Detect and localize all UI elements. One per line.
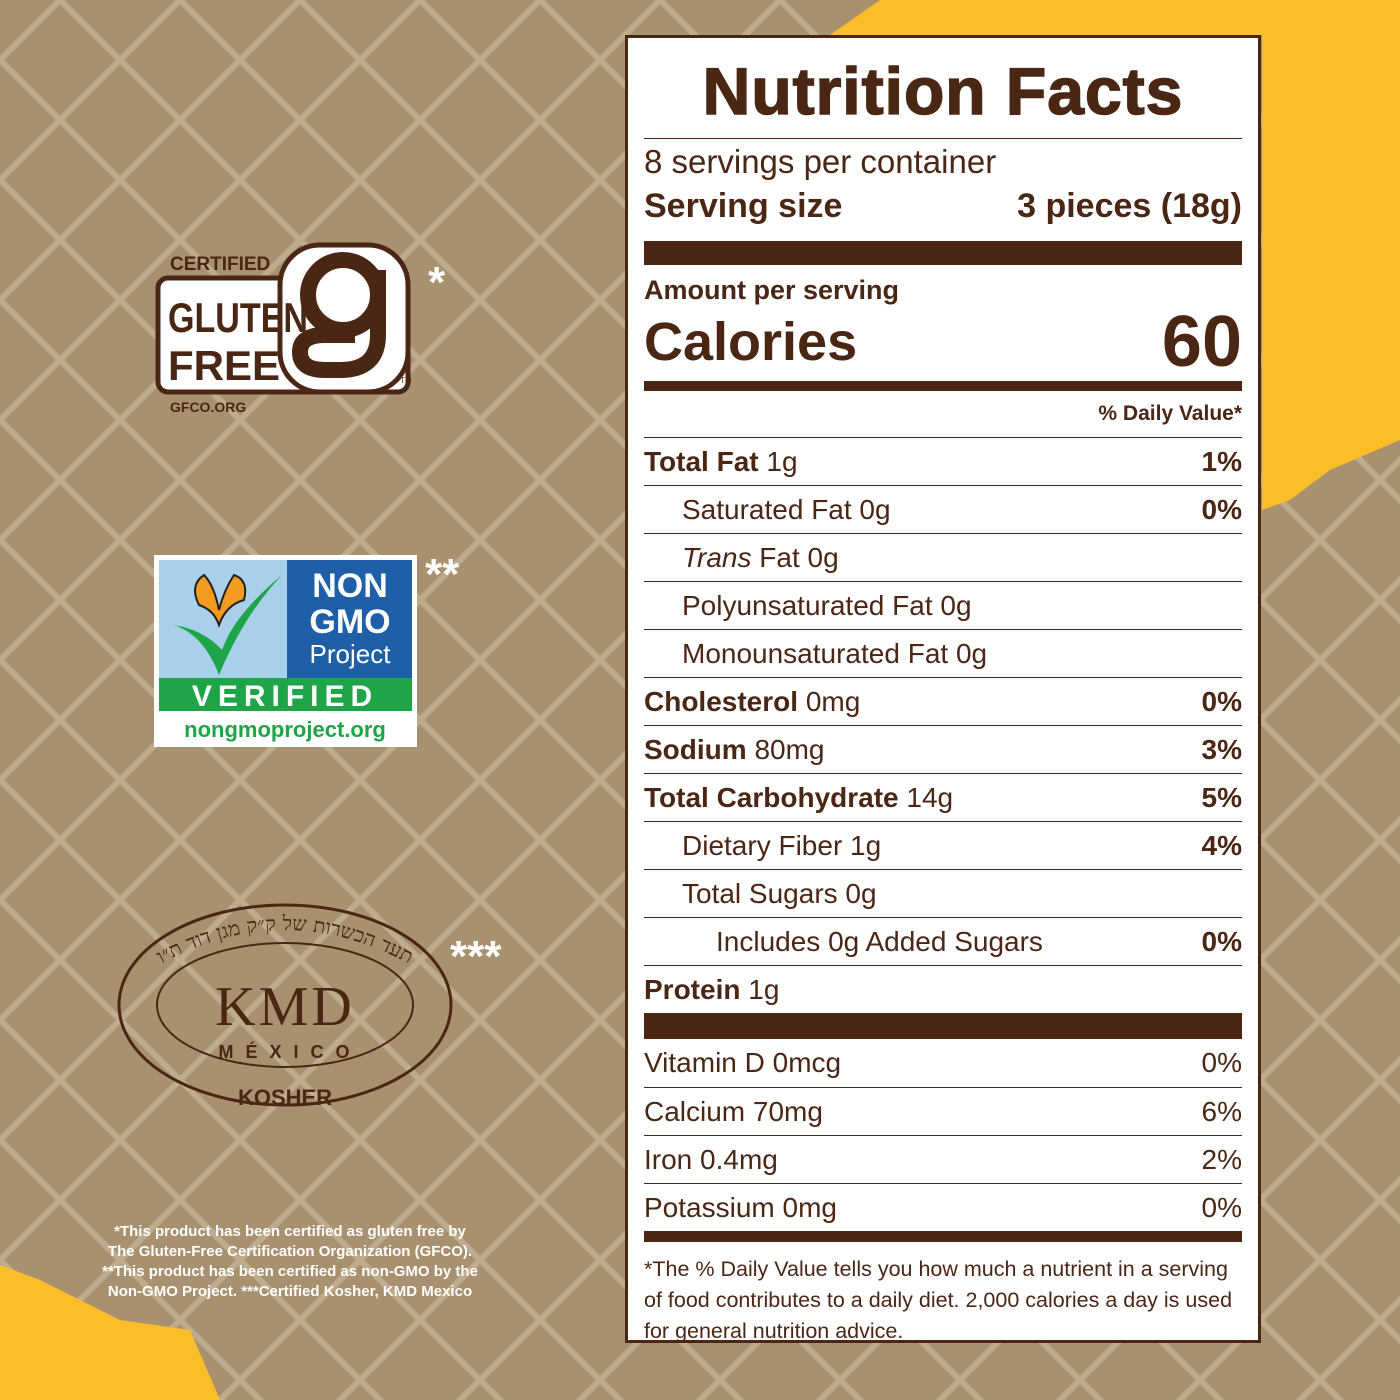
non-gmo-logo: NON GMO Project VERIFIED nongmoproject.o… xyxy=(154,555,417,747)
nutrient-name: Total Carbohydrate 14g xyxy=(644,781,954,813)
nutrient-name: Trans Fat 0g xyxy=(682,541,839,573)
svg-text:GMO: GMO xyxy=(309,603,390,641)
nutrient-name: Protein 1g xyxy=(644,973,780,1005)
svg-text:nongmoproject.org: nongmoproject.org xyxy=(184,717,386,742)
vitamin-name: Potassium 0mg xyxy=(644,1191,837,1223)
nutrient-row: Total Sugars 0g xyxy=(644,869,1242,917)
svg-text:NON: NON xyxy=(312,567,388,605)
svg-text:תעד הכשרות של ק״ק מגן דוד ת״ו: תעד הכשרות של ק״ק מגן דוד ת״ו xyxy=(152,911,417,968)
nutrient-row: Saturated Fat 0g 0% xyxy=(644,485,1242,533)
svg-text:GLUTEN: GLUTEN xyxy=(168,294,308,341)
daily-value: 0% xyxy=(1201,685,1242,717)
daily-value: 2% xyxy=(1201,1143,1242,1175)
daily-value: 5% xyxy=(1201,781,1242,813)
svg-text:Project: Project xyxy=(310,639,392,669)
vitamin-row: Calcium 70mg 6% xyxy=(644,1087,1242,1135)
nutrient-row: Total Fat 1g 1% xyxy=(644,437,1242,485)
vitamin-name: Calcium 70mg xyxy=(644,1095,823,1127)
nutrient-row: Sodium 80mg 3% xyxy=(644,725,1242,773)
daily-value: 0% xyxy=(1201,1047,1242,1078)
daily-value: 6% xyxy=(1201,1095,1242,1127)
gluten-asterisk: * xyxy=(428,258,446,307)
amount-per-serving: Amount per serving xyxy=(644,275,900,305)
daily-value: 0% xyxy=(1201,493,1242,525)
nutrient-name: Saturated Fat 0g xyxy=(682,493,891,525)
servings-per-container: 8 servings per container xyxy=(644,143,997,180)
daily-value: 4% xyxy=(1201,829,1242,861)
gmo-asterisk: ** xyxy=(425,550,460,599)
nutrient-name: Includes 0g Added Sugars xyxy=(716,925,1043,957)
vitamin-name: Iron 0.4mg xyxy=(644,1143,778,1175)
nutrient-row: Includes 0g Added Sugars 0% xyxy=(644,917,1242,965)
nutrient-row: Dietary Fiber 1g 4% xyxy=(644,821,1242,869)
label-title: Nutrition Facts xyxy=(702,53,1184,129)
nutrient-name: Dietary Fiber 1g xyxy=(682,829,882,861)
serving-size: Serving size 3 pieces (18g) xyxy=(644,187,1242,225)
vitamin-name: Vitamin D 0mcg xyxy=(644,1047,842,1078)
daily-value: 3% xyxy=(1201,733,1242,765)
svg-text:KMD: KMD xyxy=(215,976,355,1038)
footnote: *The % Daily Value tells you how much a … xyxy=(644,1257,1233,1343)
daily-value: 0% xyxy=(1201,1191,1242,1223)
nutrient-name: Total Sugars 0g xyxy=(682,877,877,909)
svg-text:KOSHER: KOSHER xyxy=(238,1085,332,1110)
nutrient-name: Sodium 80mg xyxy=(644,733,825,765)
vitamin-row: Potassium 0mg 0% xyxy=(644,1183,1242,1231)
nutrient-name: Monounsaturated Fat 0g xyxy=(682,637,988,669)
vitamin-row: Iron 0.4mg 2% xyxy=(644,1135,1242,1183)
nutrient-row: Monounsaturated Fat 0g xyxy=(644,629,1242,677)
kmd-kosher-logo: תעד הכשרות של ק״ק מגן דוד ת״ו KMD MÉXICO… xyxy=(117,903,453,1110)
certification-disclaimer: *This product has been certified as glut… xyxy=(102,1223,478,1300)
daily-value-header: % Daily Value* xyxy=(1098,402,1242,425)
nutrient-row: Polyunsaturated Fat 0g xyxy=(644,581,1242,629)
calories: Calories 60 xyxy=(644,302,1242,382)
nutrition-facts-label: Nutrition Facts 8 servings per container… xyxy=(625,35,1261,1343)
kosher-asterisk: *** xyxy=(450,932,502,981)
svg-text:FREE: FREE xyxy=(168,342,280,389)
nutrient-row: Cholesterol 0mg 0% xyxy=(644,677,1242,725)
svg-text:MÉXICO: MÉXICO xyxy=(218,1041,361,1062)
vitamin-row: Vitamin D 0mcg 0% xyxy=(644,1039,1242,1087)
gluten-free-logo: CERTIFIED GLUTEN FREE TM GFCO.ORG xyxy=(155,242,412,415)
daily-value: 1% xyxy=(1201,445,1242,477)
nutrient-row: Protein 1g xyxy=(644,965,1242,1013)
daily-value: 0% xyxy=(1201,925,1242,957)
nutrient-name: Polyunsaturated Fat 0g xyxy=(682,589,972,621)
nutrient-row: Total Carbohydrate 14g 5% xyxy=(644,773,1242,821)
svg-text:GFCO.ORG: GFCO.ORG xyxy=(170,399,246,415)
nutrient-row: Trans Fat 0g xyxy=(644,533,1242,581)
svg-text:CERTIFIED: CERTIFIED xyxy=(170,254,270,275)
svg-text:VERIFIED: VERIFIED xyxy=(192,680,378,713)
nutrient-name: Cholesterol 0mg xyxy=(644,685,861,717)
nutrient-name: Total Fat 1g xyxy=(644,445,798,477)
svg-text:TM: TM xyxy=(400,376,412,385)
